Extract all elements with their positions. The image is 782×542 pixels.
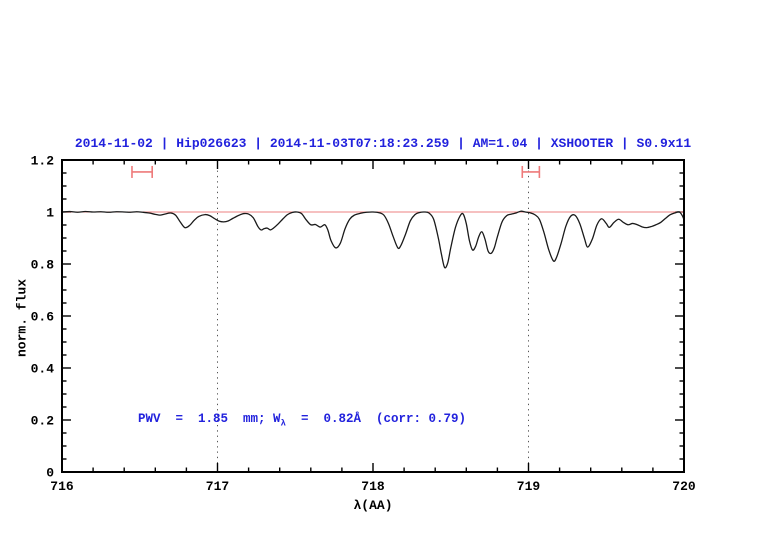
y-tick-label: 0.2 — [31, 414, 55, 429]
pwv-annotation-text-right: = 0.82Å (corr: 0.79) — [285, 412, 466, 426]
pwv-annotation-text-left: PWV = 1.85 mm; W — [138, 412, 281, 426]
plot-title: 2014-11-02 | Hip026623 | 2014-11-03T07:1… — [74, 136, 692, 151]
x-axis-title: λ(AA) — [353, 498, 393, 513]
y-tick-label: 0 — [46, 466, 54, 481]
x-tick-label: 720 — [672, 479, 696, 494]
telluric-band-marker-2 — [521, 165, 541, 178]
x-tick-label: 718 — [361, 479, 385, 494]
y-tick-label: 0.8 — [31, 258, 55, 273]
x-tick-label: 719 — [517, 479, 541, 494]
y-tick-label: 1.2 — [31, 154, 55, 169]
y-tick-label: 0.6 — [31, 310, 55, 325]
x-tick-label: 716 — [50, 479, 74, 494]
plot-frame — [61, 159, 685, 473]
y-axis-title: norm. flux — [14, 278, 30, 358]
x-tick-label: 717 — [206, 479, 229, 494]
y-tick-label: 1 — [46, 206, 54, 221]
y-tick-label: 0.4 — [31, 362, 55, 377]
pwv-annotation: PWV = 1.85 mm; Wλ = 0.82Å (corr: 0.79) — [138, 412, 466, 429]
telluric-band-marker-1 — [131, 165, 153, 178]
spectrum-line — [61, 210, 685, 269]
lambda-subscript: λ — [280, 418, 286, 429]
